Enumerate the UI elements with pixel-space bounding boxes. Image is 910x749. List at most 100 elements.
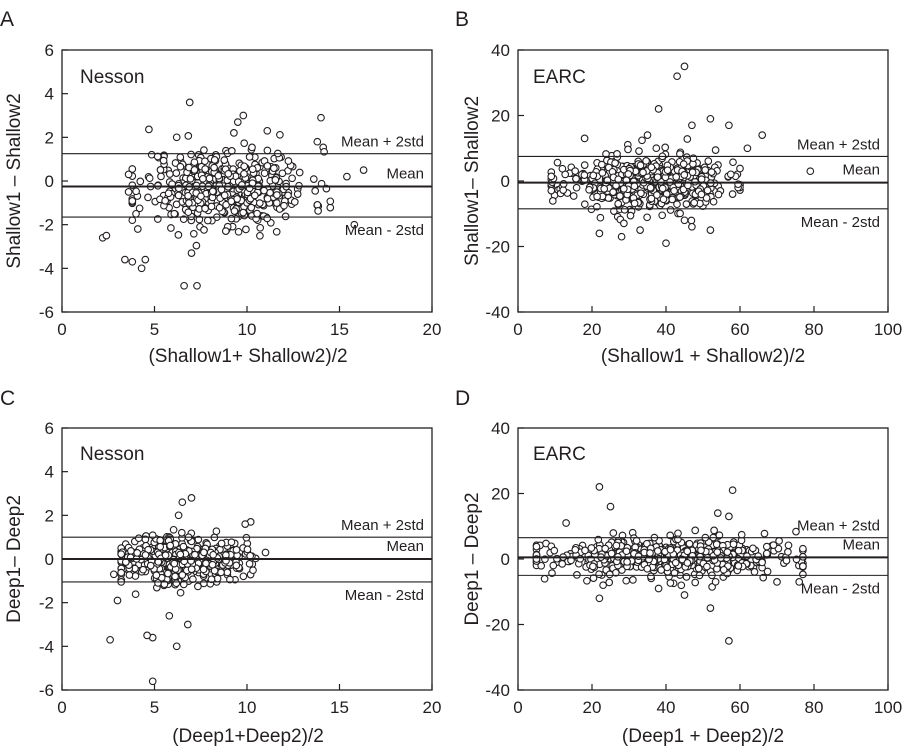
point-d-466: [548, 569, 556, 577]
y-tick-label-d-2: 0: [501, 550, 510, 569]
point-d-394: [792, 527, 800, 536]
point-a-460: [185, 98, 194, 107]
point-b-126: [729, 158, 737, 167]
point-c-9: [134, 534, 143, 543]
point-a-348: [280, 201, 288, 210]
point-a-190: [167, 224, 175, 232]
y-tick-label-b-4: 40: [491, 41, 510, 60]
point-b-521: [673, 72, 681, 81]
point-d-246: [540, 574, 549, 583]
point-d-494: [674, 535, 682, 544]
point-b-490: [600, 184, 609, 193]
point-b-471: [707, 168, 716, 176]
point-d-330: [670, 569, 679, 577]
point-b-535: [636, 226, 644, 234]
y-tick-label-a-5: 4: [45, 85, 54, 104]
point-a-478: [124, 188, 133, 196]
point-b-462: [653, 173, 662, 181]
point-c-400: [141, 551, 150, 559]
point-d-461: [643, 564, 652, 573]
point-a-449: [242, 225, 250, 234]
point-d-172: [666, 531, 675, 540]
point-a-451: [284, 191, 292, 200]
point-d-327: [784, 548, 792, 556]
point-c-447: [106, 635, 114, 644]
point-b-515: [558, 164, 567, 173]
point-c-444: [148, 677, 157, 686]
point-a-426: [227, 214, 236, 223]
point-d-509: [549, 561, 558, 570]
point-a-433: [230, 207, 239, 215]
point-d-541: [632, 536, 641, 545]
point-b-402: [616, 192, 624, 200]
y-tick-label-a-2: -2: [39, 216, 54, 235]
y-tick-label-c-0: -6: [39, 681, 54, 700]
point-c-365: [179, 542, 188, 551]
point-a-352: [184, 208, 193, 217]
point-a-452: [224, 169, 233, 178]
point-a-100: [174, 191, 183, 200]
point-b-524: [725, 121, 733, 130]
point-b-511: [647, 194, 656, 203]
point-c-350: [172, 579, 181, 588]
ref-line-label-a-1: Mean: [386, 165, 424, 182]
point-b-102: [661, 143, 670, 152]
point-d-414: [703, 562, 711, 571]
point-a-131: [288, 174, 296, 183]
x-tick-label-b-2: 40: [657, 320, 676, 339]
point-a-278: [210, 163, 218, 172]
y-tick-label-a-6: 6: [45, 41, 54, 60]
point-c-450: [113, 596, 122, 605]
point-a-389: [271, 176, 280, 184]
point-b-530: [806, 167, 815, 176]
point-b-375: [711, 146, 720, 154]
point-b-510: [704, 157, 713, 165]
x-axis-label-b: (Shallow1 + Shallow2)/2: [601, 346, 805, 367]
point-d-562: [606, 502, 615, 511]
point-d-545: [758, 558, 766, 567]
point-c-326: [245, 559, 254, 568]
panel-letter-b: B: [455, 8, 469, 31]
point-c-133: [226, 575, 234, 584]
ref-line-label-c-0: Mean + 2std: [341, 517, 424, 534]
point-b-177: [676, 209, 684, 218]
point-c-446: [143, 631, 151, 640]
point-a-260: [272, 199, 281, 207]
panel-title-a: Nesson: [80, 67, 144, 88]
x-tick-label-d-5: 100: [874, 698, 902, 717]
point-a-286: [311, 187, 320, 195]
point-c-265: [127, 547, 135, 555]
point-c-254: [239, 572, 248, 581]
point-b-518: [697, 175, 706, 184]
ref-line-label-a-2: Mean - 2std: [345, 222, 424, 239]
point-a-257: [203, 216, 212, 225]
point-b-400: [571, 167, 580, 175]
point-a-459: [220, 191, 229, 200]
x-tick-label-b-1: 20: [583, 320, 602, 339]
point-a-453: [199, 174, 207, 183]
point-a-362: [190, 166, 199, 174]
point-b-430: [701, 166, 710, 174]
panel-letter-a: A: [0, 8, 14, 31]
point-a-435: [270, 164, 278, 173]
point-c-448: [183, 620, 192, 629]
point-b-302: [547, 186, 556, 195]
y-tick-label-a-0: -6: [39, 303, 54, 322]
point-d-382: [749, 544, 757, 553]
point-d-555: [683, 559, 692, 567]
point-c-408: [187, 565, 196, 574]
point-a-119: [176, 153, 185, 162]
panel-letter-d: D: [455, 387, 470, 410]
point-d-565: [725, 512, 733, 521]
point-d-392: [734, 546, 743, 555]
point-d-537: [646, 549, 654, 557]
point-b-484: [642, 157, 650, 165]
point-b-497: [726, 170, 735, 179]
point-b-501: [597, 160, 606, 169]
point-a-51: [230, 129, 238, 137]
point-d-53: [629, 576, 637, 584]
point-a-479: [133, 225, 142, 233]
point-a-285: [295, 168, 304, 177]
point-d-556: [666, 545, 675, 554]
panel-title-b: EARC: [533, 67, 586, 88]
